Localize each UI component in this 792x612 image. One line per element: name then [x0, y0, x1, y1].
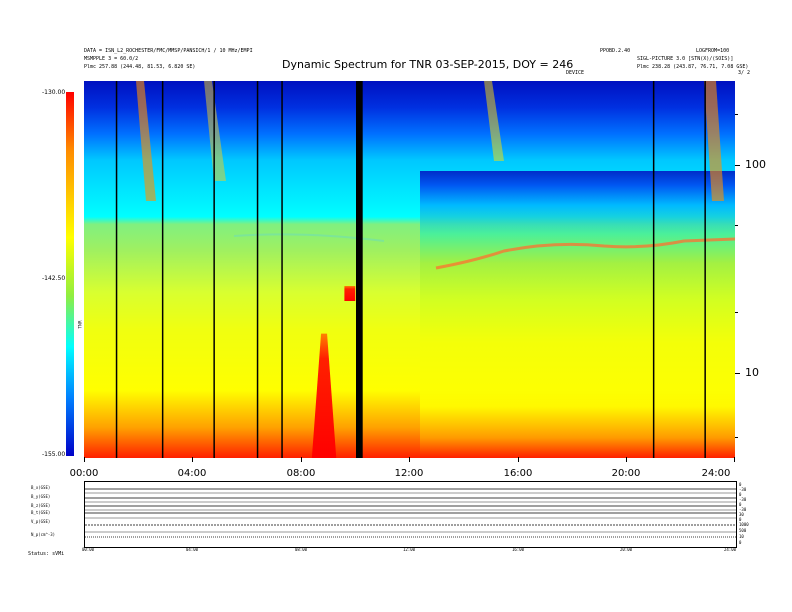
x-tick-label: 20:00 [611, 468, 641, 479]
radio-burst [311, 333, 337, 458]
solar-wind-panel [84, 481, 737, 548]
y-tick-10 [735, 373, 740, 374]
trace-label-bz: B_z(GSE) [31, 503, 51, 508]
trace-label-bt: B_t(GSE) [31, 510, 51, 515]
spectrogram-region-late [420, 171, 735, 458]
header-info-left-3: Plmc 257.88 (244.48, 81.53, 6.820 SE) [84, 64, 196, 70]
data-gap-line [115, 81, 118, 458]
trace-label-vp: V_p(GSE) [31, 519, 51, 524]
data-gap-line [652, 81, 655, 458]
colorbar-unit: TNR [77, 320, 83, 329]
y-minor-tick [735, 225, 738, 226]
type3-burst-4 [704, 81, 724, 201]
data-gap-line [704, 81, 706, 458]
burst-layer [311, 286, 356, 458]
trace-label-by: B_y(GSE) [31, 494, 51, 499]
type3-burst-2 [204, 81, 226, 181]
y-minor-tick [735, 312, 738, 313]
header-corner-label: 3/ 2 [738, 70, 751, 76]
type3-burst-3 [484, 81, 504, 161]
y-tick-label-10: 10 [745, 366, 759, 379]
x-tick-label: 24:00 [701, 468, 731, 479]
trace-right-label: -30 [739, 507, 747, 512]
y-tick-label-100: 100 [745, 158, 766, 171]
trace-right-label: 0 [739, 540, 742, 545]
footer-status: Status: sVMi [28, 551, 65, 557]
data-gap-line [256, 81, 259, 458]
y-minor-tick [735, 114, 738, 115]
y-minor-tick [735, 437, 738, 438]
data-gap-line [358, 81, 363, 458]
x-tick-label: 08:00 [286, 468, 316, 479]
colorbar-mid-label: -142.50 [42, 275, 66, 282]
header-info-right-2: SIGL-PICTURE 3.0 [STN(X)/(SOIS)] [637, 56, 734, 62]
stack-time-label: 08:00 [294, 547, 308, 552]
x-tick-label: 16:00 [503, 468, 533, 479]
x-tick-label: 00:00 [69, 468, 99, 479]
chart-title: Dynamic Spectrum for TNR 03-SEP-2015, DO… [282, 58, 574, 71]
trace-right-label: 1000 [739, 522, 749, 527]
data-gap-layer [115, 81, 706, 458]
spectral-band-line-2 [233, 233, 385, 242]
trace-right-label: 0 [739, 482, 742, 487]
x-tick [626, 457, 627, 462]
trace-right-label: 10 [739, 534, 744, 539]
data-gap-line [281, 81, 283, 458]
stack-time-label: 20:00 [619, 547, 633, 552]
x-tick [409, 457, 410, 462]
trace-label-np: N_p(cm^-3) [31, 532, 56, 537]
y-tick-100 [735, 165, 740, 166]
x-tick-label: 12:00 [394, 468, 424, 479]
trace-right-label: 30 [739, 512, 744, 517]
trace-label-bx: B_x(GSE) [31, 485, 51, 490]
data-gap-line [161, 81, 164, 458]
colorbar [66, 92, 74, 456]
x-tick [301, 457, 302, 462]
x-tick [192, 457, 193, 462]
x-tick [84, 457, 85, 462]
solar-wind-traces [85, 488, 736, 538]
x-tick [518, 457, 519, 462]
colorbar-top-label: -130.00 [42, 89, 66, 96]
trace-right-label: -30 [739, 497, 747, 502]
x-tick [734, 457, 735, 462]
data-gap-line [356, 81, 360, 458]
colorbar-bottom-label: -155.00 [42, 451, 66, 458]
spectrogram-plot [84, 81, 735, 458]
stack-time-label: 24:00 [723, 547, 737, 552]
header-device-label: DEVICE [566, 70, 585, 76]
spectrogram-svg [84, 81, 735, 458]
header-info-right-3: Plmc 238.28 (243.87, 76.71, 7.08 GSE) [637, 64, 749, 70]
header-info-right-1: LOGFROM=100 [696, 48, 730, 54]
spectral-band-line [435, 237, 735, 270]
radio-burst [344, 286, 356, 301]
stack-time-label: 00:00 [81, 547, 95, 552]
stack-time-label: 16:00 [511, 547, 525, 552]
trace-right-label: -30 [739, 487, 747, 492]
x-tick-label: 04:00 [177, 468, 207, 479]
stack-time-label: 04:00 [185, 547, 199, 552]
trace-right-label: 0 [739, 517, 742, 522]
trace-right-label: 0 [739, 502, 742, 507]
header-info-left-1: DATA = ISN_L2_ROCHESTER/FMC/MMSP/PANSICH… [84, 48, 253, 54]
trace-right-label: 0 [739, 492, 742, 497]
header-info-left-2: MSMPPLE 3 = 60.0/2 [84, 56, 139, 62]
data-gap-line [213, 81, 215, 458]
type3-burst-1 [136, 81, 156, 201]
stack-time-label: 12:00 [402, 547, 416, 552]
trace-right-label: 500 [739, 528, 747, 533]
header-info-mid-right: PPOBD.2.40 [600, 48, 631, 54]
